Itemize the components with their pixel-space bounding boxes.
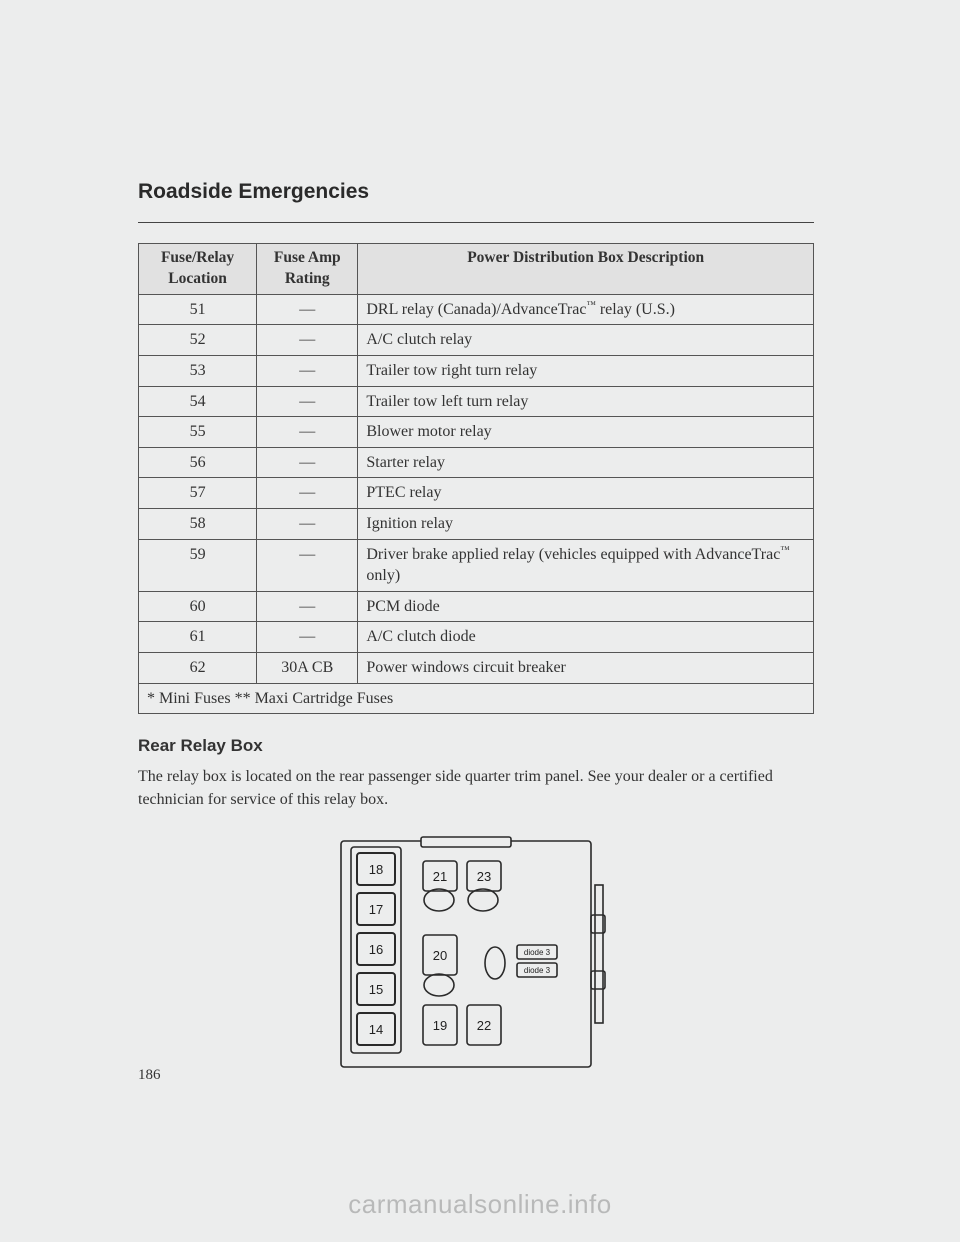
- table-row: 59—Driver brake applied relay (vehicles …: [139, 539, 814, 591]
- table-row: 56—Starter relay: [139, 447, 814, 478]
- col-header-desc: Power Distribution Box Description: [358, 244, 814, 295]
- cell-location: 62: [139, 652, 257, 683]
- cell-location: 58: [139, 509, 257, 540]
- table-footnote: * Mini Fuses ** Maxi Cartridge Fuses: [139, 683, 814, 714]
- cell-amp: —: [257, 294, 358, 325]
- svg-text:21: 21: [433, 869, 447, 884]
- fuse-table: Fuse/Relay Location Fuse Amp Rating Powe…: [138, 243, 814, 714]
- cell-location: 61: [139, 622, 257, 653]
- table-row: 57—PTEC relay: [139, 478, 814, 509]
- section-title: Roadside Emergencies: [138, 180, 814, 223]
- cell-location: 54: [139, 386, 257, 417]
- footnote-cell: * Mini Fuses ** Maxi Cartridge Fuses: [139, 683, 814, 714]
- cell-location: 59: [139, 539, 257, 591]
- cell-location: 51: [139, 294, 257, 325]
- svg-text:17: 17: [369, 902, 383, 917]
- cell-desc: Power windows circuit breaker: [358, 652, 814, 683]
- svg-text:22: 22: [477, 1018, 491, 1033]
- sub-heading: Rear Relay Box: [138, 736, 814, 756]
- svg-text:diode 3: diode 3: [524, 966, 551, 975]
- table-row: 54—Trailer tow left turn relay: [139, 386, 814, 417]
- table-row: 51—DRL relay (Canada)/AdvanceTrac™ relay…: [139, 294, 814, 325]
- cell-amp: —: [257, 591, 358, 622]
- cell-desc: Blower motor relay: [358, 417, 814, 448]
- svg-text:20: 20: [433, 948, 447, 963]
- svg-text:diode 3: diode 3: [524, 948, 551, 957]
- cell-location: 52: [139, 325, 257, 356]
- page-number: 186: [138, 1067, 161, 1084]
- col-header-amp: Fuse Amp Rating: [257, 244, 358, 295]
- cell-desc: Ignition relay: [358, 509, 814, 540]
- svg-text:16: 16: [369, 942, 383, 957]
- svg-text:19: 19: [433, 1018, 447, 1033]
- cell-desc: Starter relay: [358, 447, 814, 478]
- cell-desc: A/C clutch relay: [358, 325, 814, 356]
- table-row: 60—PCM diode: [139, 591, 814, 622]
- cell-desc: PTEC relay: [358, 478, 814, 509]
- cell-amp: 30A CB: [257, 652, 358, 683]
- watermark: carmanualsonline.info: [0, 1189, 960, 1220]
- cell-location: 60: [139, 591, 257, 622]
- table-row: 58—Ignition relay: [139, 509, 814, 540]
- cell-amp: —: [257, 447, 358, 478]
- cell-desc: Trailer tow right turn relay: [358, 356, 814, 387]
- cell-amp: —: [257, 325, 358, 356]
- cell-desc: Driver brake applied relay (vehicles equ…: [358, 539, 814, 591]
- body-text: The relay box is located on the rear pas…: [138, 766, 814, 811]
- cell-amp: —: [257, 622, 358, 653]
- cell-desc: DRL relay (Canada)/AdvanceTrac™ relay (U…: [358, 294, 814, 325]
- cell-desc: A/C clutch diode: [358, 622, 814, 653]
- table-row: 6230A CBPower windows circuit breaker: [139, 652, 814, 683]
- cell-location: 57: [139, 478, 257, 509]
- cell-desc: PCM diode: [358, 591, 814, 622]
- cell-desc: Trailer tow left turn relay: [358, 386, 814, 417]
- cell-amp: —: [257, 478, 358, 509]
- svg-text:18: 18: [369, 862, 383, 877]
- table-row: 55—Blower motor relay: [139, 417, 814, 448]
- table-row: 53—Trailer tow right turn relay: [139, 356, 814, 387]
- cell-amp: —: [257, 356, 358, 387]
- relay-box-diagram: 18 17 16 15 14 21 23 20 19 22 diode 3 diode 3: [331, 835, 621, 1073]
- svg-text:15: 15: [369, 982, 383, 997]
- cell-location: 53: [139, 356, 257, 387]
- svg-text:23: 23: [477, 869, 491, 884]
- cell-amp: —: [257, 509, 358, 540]
- cell-location: 55: [139, 417, 257, 448]
- col-header-location: Fuse/Relay Location: [139, 244, 257, 295]
- cell-location: 56: [139, 447, 257, 478]
- table-row: 52—A/C clutch relay: [139, 325, 814, 356]
- cell-amp: —: [257, 386, 358, 417]
- cell-amp: —: [257, 417, 358, 448]
- cell-amp: —: [257, 539, 358, 591]
- table-row: 61—A/C clutch diode: [139, 622, 814, 653]
- svg-text:14: 14: [369, 1022, 383, 1037]
